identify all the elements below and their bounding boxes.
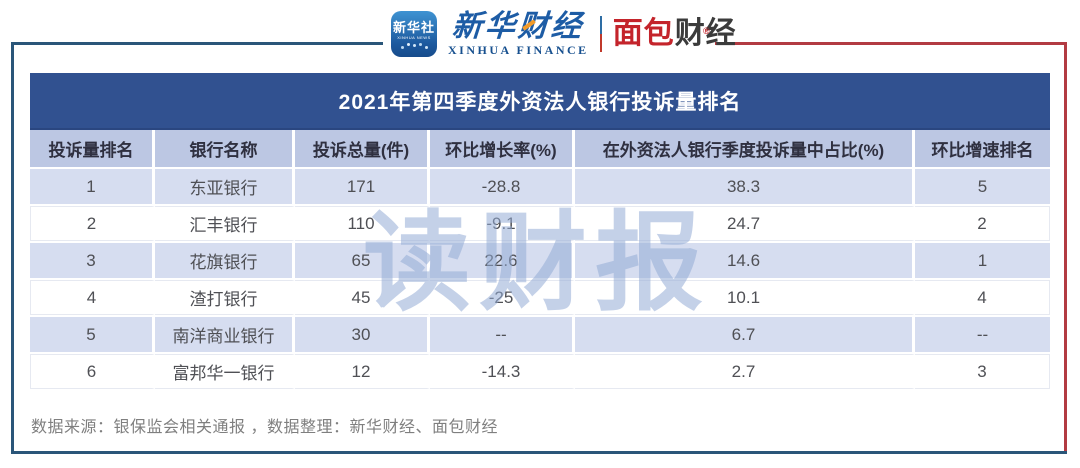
table-row: 2 汇丰银行 110 -9.1 24.7 2 xyxy=(30,206,1050,241)
cell-total: 45 xyxy=(295,280,430,315)
frame-line-top-right xyxy=(715,42,1067,45)
data-source-note: 数据来源：银保监会相关通报 ，数据整理：新华财经、面包财经 xyxy=(31,419,498,436)
registered-trademark-icon: ® xyxy=(703,26,711,36)
col-header-bank-name: 银行名称 xyxy=(155,130,295,167)
col-header-total-complaints: 投诉总量(件) xyxy=(295,130,430,167)
cell-growth-rank: 5 xyxy=(915,169,1050,204)
cell-rank: 3 xyxy=(30,243,155,278)
frame-line-left xyxy=(11,42,14,454)
cell-rank: 6 xyxy=(30,354,155,389)
cell-rank: 2 xyxy=(30,206,155,241)
xinhua-news-app-icon: 新华社 XINHUA NEWS xyxy=(391,11,437,57)
cell-growth: -25 xyxy=(430,280,575,315)
cell-share: 38.3 xyxy=(575,169,915,204)
cell-growth: -28.8 xyxy=(430,169,575,204)
bread-finance-logotype-red: 面包 xyxy=(612,17,675,50)
cell-growth: -9.1 xyxy=(430,206,575,241)
xinhua-finance-logo: 新华财经 XINHUA FINANCE xyxy=(448,10,589,57)
xinhua-news-icon-sublabel: XINHUA NEWS xyxy=(397,35,431,40)
bread-finance-logo: 面包财经 ® xyxy=(613,17,737,51)
cell-growth-rank: 2 xyxy=(915,206,1050,241)
frame-line-right xyxy=(1064,42,1067,454)
cell-share: 2.7 xyxy=(575,354,915,389)
bread-finance-logotype-dark: 财经 xyxy=(674,17,737,50)
xinhua-finance-logotype: 新华财经 xyxy=(451,10,586,43)
cell-total: 30 xyxy=(295,317,430,352)
cell-total: 110 xyxy=(295,206,430,241)
cell-bank: 渣打银行 xyxy=(155,280,295,315)
col-header-growth-rank: 环比增速排名 xyxy=(915,130,1050,167)
table-row: 6 富邦华一银行 12 -14.3 2.7 3 xyxy=(30,354,1050,389)
cell-total: 171 xyxy=(295,169,430,204)
cell-total: 12 xyxy=(295,354,430,389)
cell-rank: 1 xyxy=(30,169,155,204)
cell-share: 6.7 xyxy=(575,317,915,352)
ranking-panel: 2021年第四季度外资法人银行投诉量排名 投诉量排名 银行名称 投诉总量(件) … xyxy=(30,73,1050,391)
cell-growth-rank: 3 xyxy=(915,354,1050,389)
cell-share: 24.7 xyxy=(575,206,915,241)
table-title: 2021年第四季度外资法人银行投诉量排名 xyxy=(30,73,1050,130)
table-row: 5 南洋商业银行 30 -- 6.7 -- xyxy=(30,317,1050,352)
cell-total: 65 xyxy=(295,243,430,278)
cell-bank: 东亚银行 xyxy=(155,169,295,204)
xinhua-finance-wordmark: XINHUA FINANCE xyxy=(448,43,589,57)
cell-bank: 富邦华一银行 xyxy=(155,354,295,389)
frame-line-bottom xyxy=(11,451,1067,454)
cell-share: 10.1 xyxy=(575,280,915,315)
col-header-qoq-growth: 环比增长率(%) xyxy=(430,130,575,167)
table-row: 4 渣打银行 45 -25 10.1 4 xyxy=(30,280,1050,315)
xinhua-news-icon-label: 新华社 xyxy=(392,20,435,35)
cell-bank: 汇丰银行 xyxy=(155,206,295,241)
cell-rank: 4 xyxy=(30,280,155,315)
cell-share: 14.6 xyxy=(575,243,915,278)
col-header-complaint-rank: 投诉量排名 xyxy=(30,130,155,167)
brand-header: 新华社 XINHUA NEWS 新华财经 XINHUA FINANCE 面包财经… xyxy=(391,8,737,60)
cell-bank: 南洋商业银行 xyxy=(155,317,295,352)
cell-growth-rank: 4 xyxy=(915,280,1050,315)
cell-growth-rank: 1 xyxy=(915,243,1050,278)
cell-growth: -14.3 xyxy=(430,354,575,389)
cell-growth: -- xyxy=(430,317,575,352)
cell-bank: 花旗银行 xyxy=(155,243,295,278)
cell-growth: 22.6 xyxy=(430,243,575,278)
cell-growth-rank: -- xyxy=(915,317,1050,352)
constellation-dots-icon xyxy=(412,44,416,47)
frame-line-top-left xyxy=(11,42,383,45)
table-row: 3 花旗银行 65 22.6 14.6 1 xyxy=(30,243,1050,278)
cell-rank: 5 xyxy=(30,317,155,352)
complaint-ranking-table: 投诉量排名 银行名称 投诉总量(件) 环比增长率(%) 在外资法人银行季度投诉量… xyxy=(30,128,1050,391)
table-row: 1 东亚银行 171 -28.8 38.3 5 xyxy=(30,169,1050,204)
logo-divider xyxy=(599,16,602,52)
col-header-share-of-total: 在外资法人银行季度投诉量中占比(%) xyxy=(575,130,915,167)
table-header-row: 投诉量排名 银行名称 投诉总量(件) 环比增长率(%) 在外资法人银行季度投诉量… xyxy=(30,130,1050,167)
